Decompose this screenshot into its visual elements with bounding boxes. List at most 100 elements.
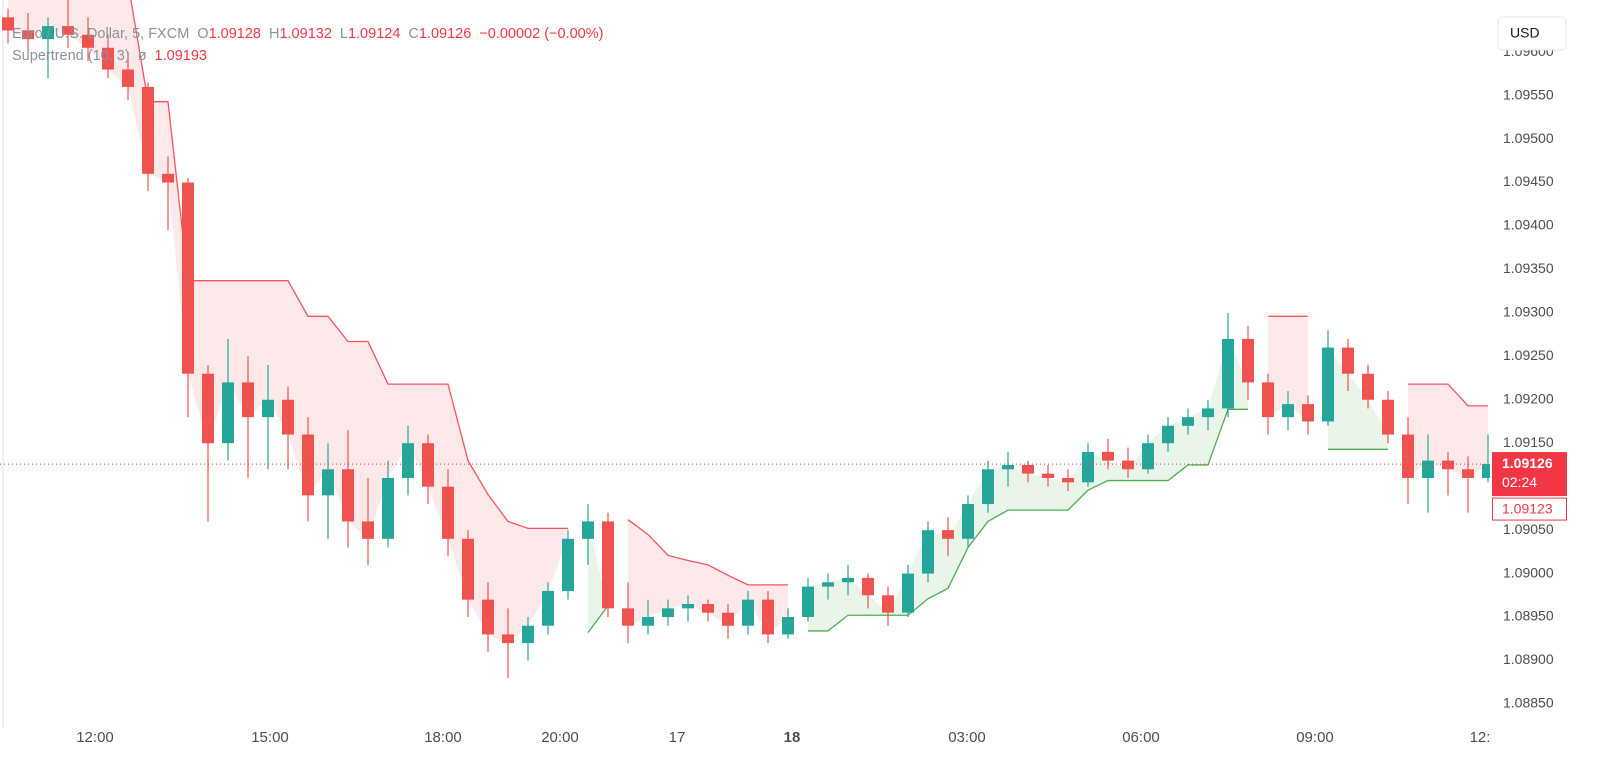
candle-body [582,521,594,539]
candle-body [482,599,494,635]
candle-body [542,590,554,626]
candle-body [982,469,994,505]
legend: Euro / U.S. Dollar, 5, FXCM O1.09128 H1.09… [12,26,603,64]
candle-body [442,486,454,539]
ohlc-value: 1.09132 [279,26,331,42]
x-tick-label: 12:00 [76,729,114,746]
candle-body [1022,464,1034,474]
candle-body [1382,399,1394,435]
candle-body [1302,404,1314,422]
candle-body [1482,464,1490,478]
candle-body [1342,347,1354,374]
last-price-label: 1.09126 [1502,455,1553,471]
candle-body [362,521,374,539]
x-tick-label: 17 [669,729,686,746]
candle-body [842,577,854,583]
y-tick-label: 1.08900 [1503,651,1554,667]
candle-body [882,595,894,613]
x-tick-label: 09:00 [1296,729,1334,746]
x-tick-label: 03:00 [948,729,986,746]
candle-body [922,530,934,574]
candle-body [282,399,294,435]
x-tick-label: 15:00 [251,729,289,746]
candle-body [1262,382,1274,418]
supertrend-line [627,519,788,586]
indicator-line: Supertrend (10, 3) ø 1.09193 [12,48,207,64]
bid-price-box [1492,497,1567,521]
candle-body [102,47,114,70]
candle-body [462,538,474,600]
candle-body [142,86,154,174]
supertrend-line [808,408,1248,632]
candle-body [382,477,394,539]
candle-body [342,469,354,522]
candle-body [1442,460,1454,470]
candle-body [1322,347,1334,422]
candle-body [302,434,314,496]
x-tick-label: 18:00 [424,729,462,746]
bid-price-label: 1.09123 [1502,500,1553,516]
candle-body [522,625,534,644]
y-tick-label: 1.09300 [1503,304,1554,320]
x-tick-label: 12: [1470,729,1491,746]
candle-body [122,69,134,87]
y-tick-label: 1.09350 [1503,260,1554,276]
candle-body [602,521,614,609]
candle-body [902,573,914,613]
candle-body [942,530,954,539]
price-axis: 1.08850 1.08900 1.08950 1.09000 1.09050 1.091… [1492,43,1567,711]
candle-body [222,382,234,444]
ohlc-value: 1.09124 [348,26,400,42]
candle-body [62,26,74,35]
candle-body [962,504,974,539]
candle-body [702,603,714,613]
candle-body [862,577,874,596]
candle-body [662,608,674,618]
candle-body [722,612,734,626]
ohlc-key: O [197,26,208,42]
candle-body [42,26,54,40]
candle-body [1222,338,1234,409]
ohlc-value: 1.09126 [419,26,471,42]
currency-button[interactable]: USD [1497,16,1567,51]
candle-body [782,617,794,635]
candle-body [242,382,254,418]
candle-body [1362,373,1374,400]
candle-body [802,586,814,618]
plot-area [0,0,1490,678]
ohlc-key: H [269,26,279,42]
candle-body [1002,464,1014,470]
ohlc-key: C [408,26,418,42]
legend-line: Euro / U.S. Dollar, 5, FXCM O1.09128 H1.09… [12,26,603,42]
y-tick-label: 1.09000 [1503,564,1554,580]
candle-body [402,443,414,478]
ohlc-key: L [340,26,348,42]
candle-body [502,634,514,644]
y-tick-label: 1.09400 [1503,217,1554,233]
indicator-name: Supertrend (10, 3) [12,48,130,64]
candle-body [202,373,214,444]
candle-body [1082,451,1094,483]
supertrend-line [1408,383,1488,407]
candle-body [22,30,34,40]
candle-body [822,582,834,587]
candle-body [1182,417,1194,426]
indicator-value: 1.09193 [155,48,207,64]
currency-label[interactable]: USD [1510,25,1540,41]
candle-body [322,469,334,496]
y-tick-label: 1.08850 [1503,695,1554,711]
currency-button-frame[interactable] [1497,16,1567,51]
y-tick-label: 1.09150 [1503,434,1554,450]
x-tick-label: 18 [784,729,801,746]
last-price-box [1492,452,1567,497]
symbol-name: Euro / U.S. Dollar, 5, FXCM [12,26,189,42]
candle-body [1422,460,1434,478]
candle-body [1042,473,1054,478]
candle-body [1122,460,1134,470]
change-value: −0.00002 (−0.00%) [479,26,603,42]
y-tick-label: 1.08950 [1503,608,1554,624]
y-tick-label: 1.09550 [1503,86,1554,102]
supertrend-line [130,0,568,530]
candle-body [1402,434,1414,478]
